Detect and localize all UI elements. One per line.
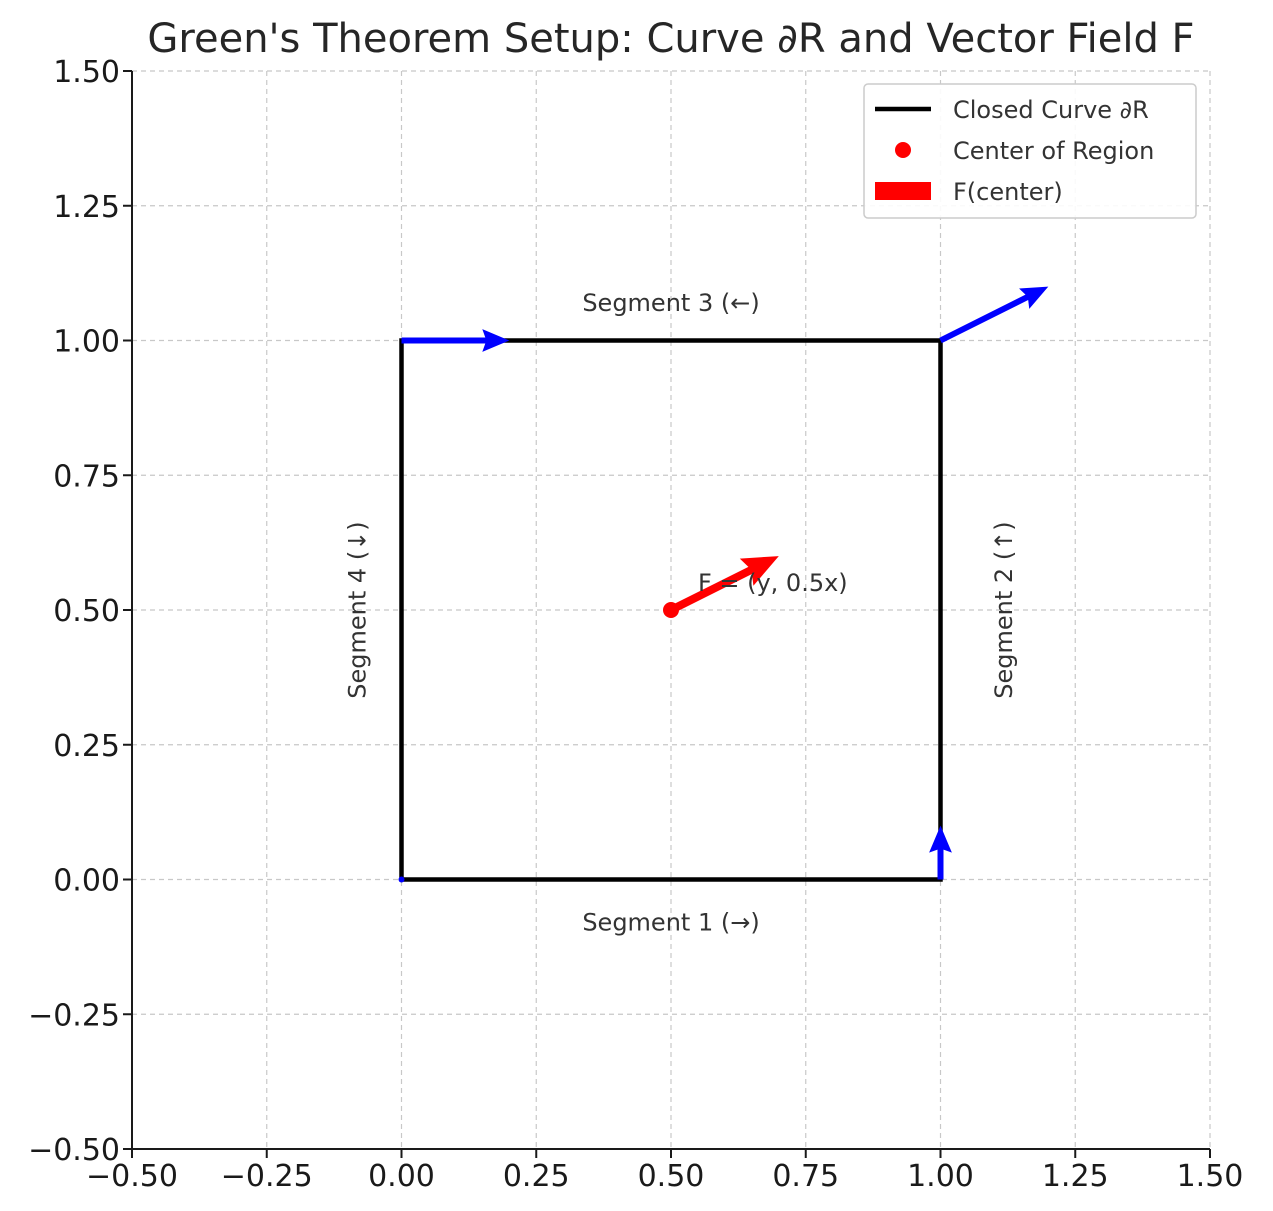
- annotation-1: Segment 1 (→): [582, 909, 759, 937]
- center-point: [663, 602, 679, 618]
- boundary-vector-1: [398, 876, 405, 883]
- annotations: Segment 1 (→) Segment 2 (↑) Segment 3 (←) S…: [343, 289, 1018, 937]
- boundary-vector-4: [401, 329, 510, 352]
- y-tick-label: 1.00: [53, 325, 120, 360]
- x-tick-label: 0.50: [638, 1159, 705, 1194]
- x-tick-label: 0.75: [772, 1159, 839, 1194]
- legend-box: [863, 83, 1197, 219]
- x-tick-label: 0.00: [368, 1159, 435, 1194]
- y-tick-label: 0.75: [53, 459, 120, 494]
- y-tick-label: 0.00: [53, 864, 120, 899]
- center-vector: [669, 556, 779, 614]
- x-tick-label: 1.25: [1042, 1159, 1109, 1194]
- x-tick-label: 1.50: [1177, 1159, 1244, 1194]
- axis-ticks: −0.50 −0.25 0.00 0.25 0.50 0.75 1.00 1.25 1.50 −0…: [28, 55, 1243, 1194]
- y-tick-label: 1.25: [53, 190, 120, 225]
- x-tick-label: 1.00: [907, 1159, 974, 1194]
- boundary-vector-3: [939, 286, 1049, 344]
- legend-label-2: Center of Region: [953, 137, 1154, 165]
- y-tick-label: 1.50: [53, 55, 120, 90]
- legend-patch-swatch: [875, 182, 931, 200]
- plot-area: [398, 286, 1049, 883]
- x-tick-label: −0.50: [86, 1159, 178, 1194]
- y-tick-label: −0.25: [28, 998, 120, 1033]
- x-tick-label: −0.25: [221, 1159, 313, 1194]
- annotation-2: Segment 2 (↑): [990, 521, 1018, 698]
- legend: Closed Curve ∂R Center of Region F(center): [863, 83, 1197, 219]
- annotation-4: Segment 4 (↓): [343, 521, 371, 698]
- legend-label-1: Closed Curve ∂R: [953, 96, 1149, 124]
- chart-title: Green's Theorem Setup: Curve ∂R and Vect…: [147, 16, 1194, 62]
- y-tick-label: 0.50: [53, 594, 120, 629]
- field-formula-label: F = (y, 0.5x): [698, 569, 848, 597]
- annotation-3: Segment 3 (←): [582, 289, 759, 317]
- y-tick-label: 0.25: [53, 729, 120, 764]
- x-tick-label: 0.25: [503, 1159, 570, 1194]
- legend-label-3: F(center): [953, 178, 1063, 206]
- y-tick-label: −0.50: [28, 1133, 120, 1168]
- boundary-vector-2: [929, 825, 952, 880]
- legend-marker-swatch: [895, 142, 911, 158]
